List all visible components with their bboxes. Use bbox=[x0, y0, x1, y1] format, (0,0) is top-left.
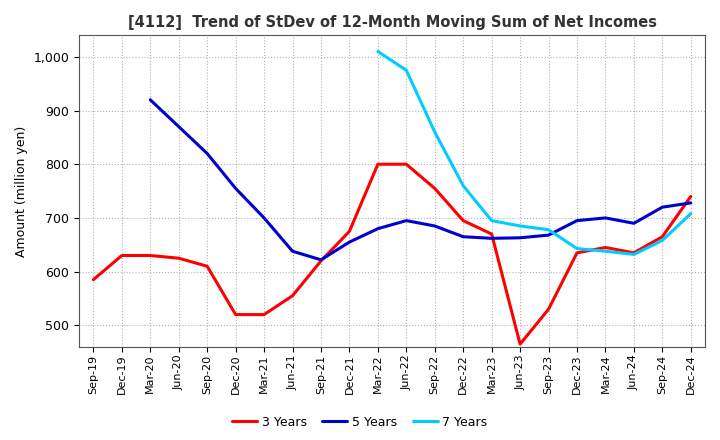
3 Years bbox=[629, 250, 638, 256]
7 Years bbox=[544, 227, 553, 232]
7 Years bbox=[459, 183, 467, 188]
Title: [4112]  Trend of StDev of 12-Month Moving Sum of Net Incomes: [4112] Trend of StDev of 12-Month Moving… bbox=[127, 15, 657, 30]
5 Years bbox=[459, 234, 467, 239]
3 Years bbox=[516, 341, 524, 347]
7 Years bbox=[658, 238, 667, 243]
Line: 5 Years: 5 Years bbox=[150, 100, 690, 260]
3 Years bbox=[544, 307, 553, 312]
5 Years bbox=[174, 124, 183, 129]
7 Years bbox=[572, 246, 581, 251]
5 Years bbox=[431, 224, 439, 229]
3 Years bbox=[345, 229, 354, 234]
3 Years bbox=[231, 312, 240, 317]
7 Years bbox=[487, 218, 496, 223]
3 Years bbox=[146, 253, 155, 258]
3 Years bbox=[260, 312, 269, 317]
5 Years bbox=[686, 200, 695, 205]
5 Years bbox=[544, 232, 553, 238]
Legend: 3 Years, 5 Years, 7 Years: 3 Years, 5 Years, 7 Years bbox=[228, 411, 492, 434]
5 Years bbox=[516, 235, 524, 240]
7 Years bbox=[601, 249, 610, 254]
3 Years bbox=[459, 218, 467, 223]
3 Years bbox=[601, 245, 610, 250]
3 Years bbox=[658, 234, 667, 239]
3 Years bbox=[686, 194, 695, 199]
5 Years bbox=[146, 97, 155, 103]
3 Years bbox=[174, 256, 183, 261]
3 Years bbox=[117, 253, 126, 258]
5 Years bbox=[572, 218, 581, 223]
Y-axis label: Amount (million yen): Amount (million yen) bbox=[15, 125, 28, 257]
3 Years bbox=[203, 264, 212, 269]
5 Years bbox=[487, 236, 496, 241]
7 Years bbox=[431, 129, 439, 135]
5 Years bbox=[629, 220, 638, 226]
3 Years bbox=[487, 231, 496, 237]
5 Years bbox=[345, 239, 354, 245]
7 Years bbox=[402, 68, 410, 73]
3 Years bbox=[431, 186, 439, 191]
5 Years bbox=[402, 218, 410, 223]
7 Years bbox=[516, 224, 524, 229]
7 Years bbox=[374, 49, 382, 54]
7 Years bbox=[686, 211, 695, 216]
3 Years bbox=[572, 250, 581, 256]
5 Years bbox=[231, 186, 240, 191]
5 Years bbox=[317, 257, 325, 262]
5 Years bbox=[288, 249, 297, 254]
5 Years bbox=[203, 151, 212, 156]
Line: 3 Years: 3 Years bbox=[94, 164, 690, 344]
3 Years bbox=[288, 293, 297, 298]
5 Years bbox=[260, 215, 269, 220]
3 Years bbox=[89, 277, 98, 282]
5 Years bbox=[658, 205, 667, 210]
5 Years bbox=[374, 226, 382, 231]
3 Years bbox=[402, 161, 410, 167]
7 Years bbox=[629, 252, 638, 257]
3 Years bbox=[317, 258, 325, 264]
Line: 7 Years: 7 Years bbox=[378, 51, 690, 254]
3 Years bbox=[374, 161, 382, 167]
5 Years bbox=[601, 215, 610, 220]
